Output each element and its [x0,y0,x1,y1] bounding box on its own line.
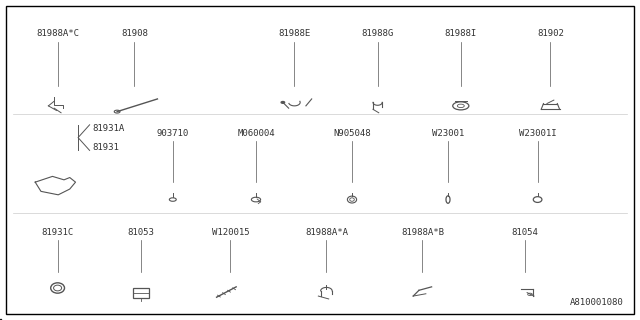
Circle shape [281,101,285,103]
Text: 81053: 81053 [127,228,154,237]
Text: 903710: 903710 [157,129,189,138]
Text: 81931: 81931 [93,143,120,152]
Text: M060004: M060004 [237,129,275,138]
Text: 81931C: 81931C [42,228,74,237]
Text: 81908: 81908 [121,29,148,38]
Text: 81988E: 81988E [278,29,310,38]
Text: 81988A*A: 81988A*A [305,228,348,237]
Text: 81988I: 81988I [445,29,477,38]
Text: 81902: 81902 [537,29,564,38]
Text: 81988A*C: 81988A*C [36,29,79,38]
Text: 81054: 81054 [511,228,538,237]
Text: 81931A: 81931A [93,124,125,132]
Text: W23001: W23001 [432,129,464,138]
Text: W23001I: W23001I [519,129,556,138]
Bar [132,288,149,298]
Text: A810001080: A810001080 [570,298,624,307]
Text: N905048: N905048 [333,129,371,138]
Text: 81988G: 81988G [362,29,394,38]
Text: W120015: W120015 [212,228,249,237]
Text: 81988A*B: 81988A*B [401,228,444,237]
